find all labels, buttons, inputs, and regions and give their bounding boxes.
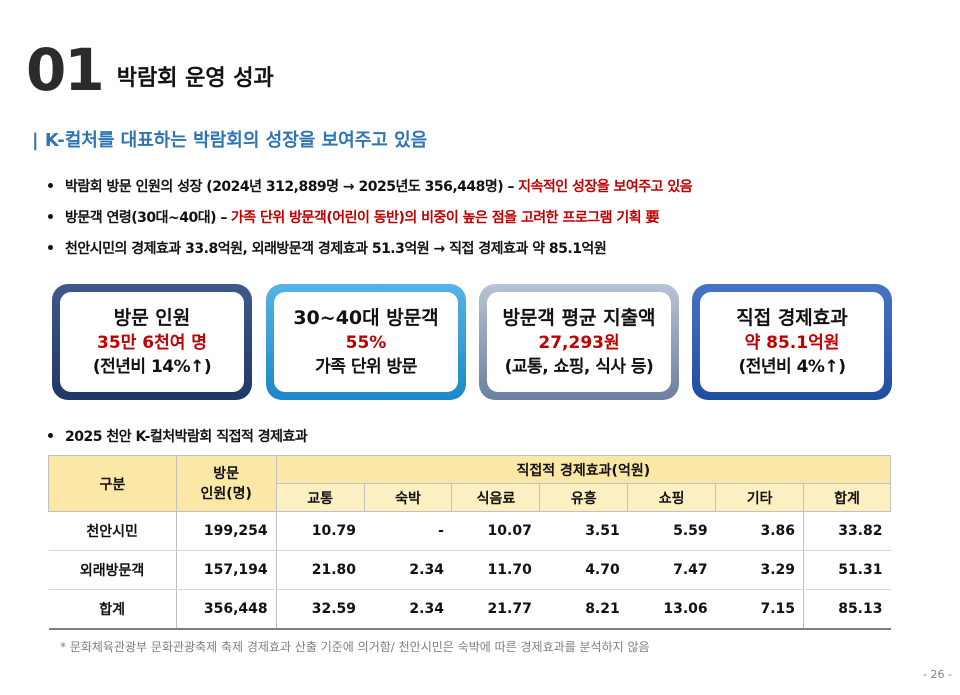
cell-total: 33.82 — [803, 511, 891, 551]
card-title: 30~40대 방문객 — [293, 307, 439, 329]
page-number: - 26 - — [923, 668, 952, 681]
row-visitors: 199,254 — [176, 511, 277, 551]
header-shopping: 쇼핑 — [627, 483, 717, 512]
card-economic-effect: 직접 경제효과 약 85.1억원 (전년비 4%↑) — [692, 284, 892, 400]
cell-transport: 32.59 — [276, 589, 365, 630]
bullet-item: 방문객 연령(30대~40대) – 가족 단위 방문객(어린이 동반)의 비중이… — [48, 201, 928, 232]
card-value: 27,293원 — [538, 333, 620, 353]
section-title: 박람회 운영 성과 — [116, 66, 274, 91]
bullet-dot-icon — [48, 183, 53, 188]
cell-transport: 10.79 — [276, 511, 365, 551]
row-visitors: 356,448 — [176, 589, 277, 630]
cell-lodging: 2.34 — [364, 589, 452, 630]
row-name: 외래방문객 — [48, 550, 177, 590]
card-value: 35만 6천여 명 — [97, 333, 207, 353]
card-note: (전년비 14%↑) — [92, 357, 212, 377]
table-section-text: 2025 천안 K-컬처박람회 직접적 경제효과 — [65, 428, 308, 445]
cell-total: 85.13 — [803, 589, 891, 630]
summary-cards: 방문 인원 35만 6천여 명 (전년비 14%↑) 30~40대 방문객 55… — [52, 284, 892, 400]
bullet-highlight: 지속적인 성장을 보여주고 있음 — [518, 178, 693, 195]
card-note: 가족 단위 방문 — [315, 357, 417, 377]
cell-food: 10.07 — [451, 511, 540, 551]
header-entertainment: 유흥 — [539, 483, 629, 512]
bullet-text: 박람회 방문 인원의 성장 (2024년 312,889명 → 2025년도 3… — [65, 178, 515, 195]
bullet-highlight: 가족 단위 방문객(어린이 동반)의 비중이 높은 점을 고려한 프로그램 기획… — [230, 209, 660, 226]
table-row: 천안시민 199,254 10.79 - 10.07 3.51 5.59 3.8… — [48, 511, 891, 551]
cell-entertainment: 8.21 — [539, 589, 628, 630]
footnote: * 문화체육관광부 문화관광축제 축제 경제효과 산출 기준에 의거함/ 천안시… — [60, 640, 650, 654]
cell-shopping: 7.47 — [627, 550, 716, 590]
section-number: 01 — [26, 36, 105, 104]
header-food: 식음료 — [451, 483, 541, 512]
card-value: 약 85.1억원 — [744, 333, 840, 353]
card-note: (전년비 4%↑) — [738, 357, 846, 377]
cell-shopping: 13.06 — [627, 589, 716, 630]
header-lodging: 숙박 — [363, 483, 453, 512]
header-effect: 직접적 경제효과(억원) — [275, 455, 892, 484]
cell-entertainment: 3.51 — [539, 511, 628, 551]
card-body: 직접 경제효과 약 85.1억원 (전년비 4%↑) — [700, 292, 884, 392]
economic-effect-table: 구분 방문 인원(명) 직접적 경제효과(억원) 교통 숙박 식음료 유흥 쇼핑… — [48, 455, 892, 630]
card-title: 방문 인원 — [113, 307, 191, 329]
cell-entertainment: 4.70 — [539, 550, 628, 590]
card-title: 직접 경제효과 — [736, 307, 848, 329]
cell-transport: 21.80 — [276, 550, 365, 590]
card-avg-spending: 방문객 평균 지출액 27,293원 (교통, 쇼핑, 식사 등) — [479, 284, 679, 400]
bullet-item: 박람회 방문 인원의 성장 (2024년 312,889명 → 2025년도 3… — [48, 170, 928, 201]
card-body: 방문 인원 35만 6천여 명 (전년비 14%↑) — [60, 292, 244, 392]
section-header: 01 박람회 운영 성과 — [26, 30, 274, 100]
header-transport: 교통 — [275, 483, 365, 512]
subtitle: | K-컬처를 대표하는 박람회의 성장을 보여주고 있음 — [32, 130, 428, 151]
bullet-list: 박람회 방문 인원의 성장 (2024년 312,889명 → 2025년도 3… — [48, 170, 928, 263]
card-note: (교통, 쇼핑, 식사 등) — [504, 357, 654, 377]
header-group: 구분 — [48, 455, 177, 512]
cell-total: 51.31 — [803, 550, 891, 590]
card-title: 방문객 평균 지출액 — [502, 307, 656, 329]
cell-shopping: 5.59 — [627, 511, 716, 551]
card-body: 방문객 평균 지출액 27,293원 (교통, 쇼핑, 식사 등) — [487, 292, 671, 392]
cell-other: 7.15 — [715, 589, 804, 630]
header-visitors: 방문 인원(명) — [175, 455, 277, 512]
table-row: 외래방문객 157,194 21.80 2.34 11.70 4.70 7.47… — [48, 550, 891, 590]
bullet-item: 천안시민의 경제효과 33.8억원, 외래방문객 경제효과 51.3억원 → 직… — [48, 232, 928, 263]
row-name: 천안시민 — [48, 511, 177, 551]
card-body: 30~40대 방문객 55% 가족 단위 방문 — [274, 292, 458, 392]
table-section-label: 2025 천안 K-컬처박람회 직접적 경제효과 — [48, 420, 308, 451]
bullet-text: 천안시민의 경제효과 33.8억원, 외래방문객 경제효과 51.3억원 → 직… — [65, 240, 607, 257]
bullet-dot-icon — [48, 214, 53, 219]
card-age-group: 30~40대 방문객 55% 가족 단위 방문 — [266, 284, 466, 400]
header-other: 기타 — [715, 483, 805, 512]
table-row-total: 합계 356,448 32.59 2.34 21.77 8.21 13.06 7… — [48, 589, 891, 630]
row-visitors: 157,194 — [176, 550, 277, 590]
bullet-dot-icon — [48, 433, 53, 438]
cell-other: 3.86 — [715, 511, 804, 551]
card-value: 55% — [345, 333, 387, 353]
row-name: 합계 — [48, 589, 177, 630]
cell-food: 11.70 — [451, 550, 540, 590]
cell-lodging: 2.34 — [364, 550, 452, 590]
card-visitors: 방문 인원 35만 6천여 명 (전년비 14%↑) — [52, 284, 252, 400]
bullet-dot-icon — [48, 245, 53, 250]
cell-other: 3.29 — [715, 550, 804, 590]
bullet-text: 방문객 연령(30대~40대) – — [65, 209, 227, 226]
cell-food: 21.77 — [451, 589, 540, 630]
cell-lodging: - — [364, 511, 452, 551]
header-total: 합계 — [803, 483, 891, 512]
